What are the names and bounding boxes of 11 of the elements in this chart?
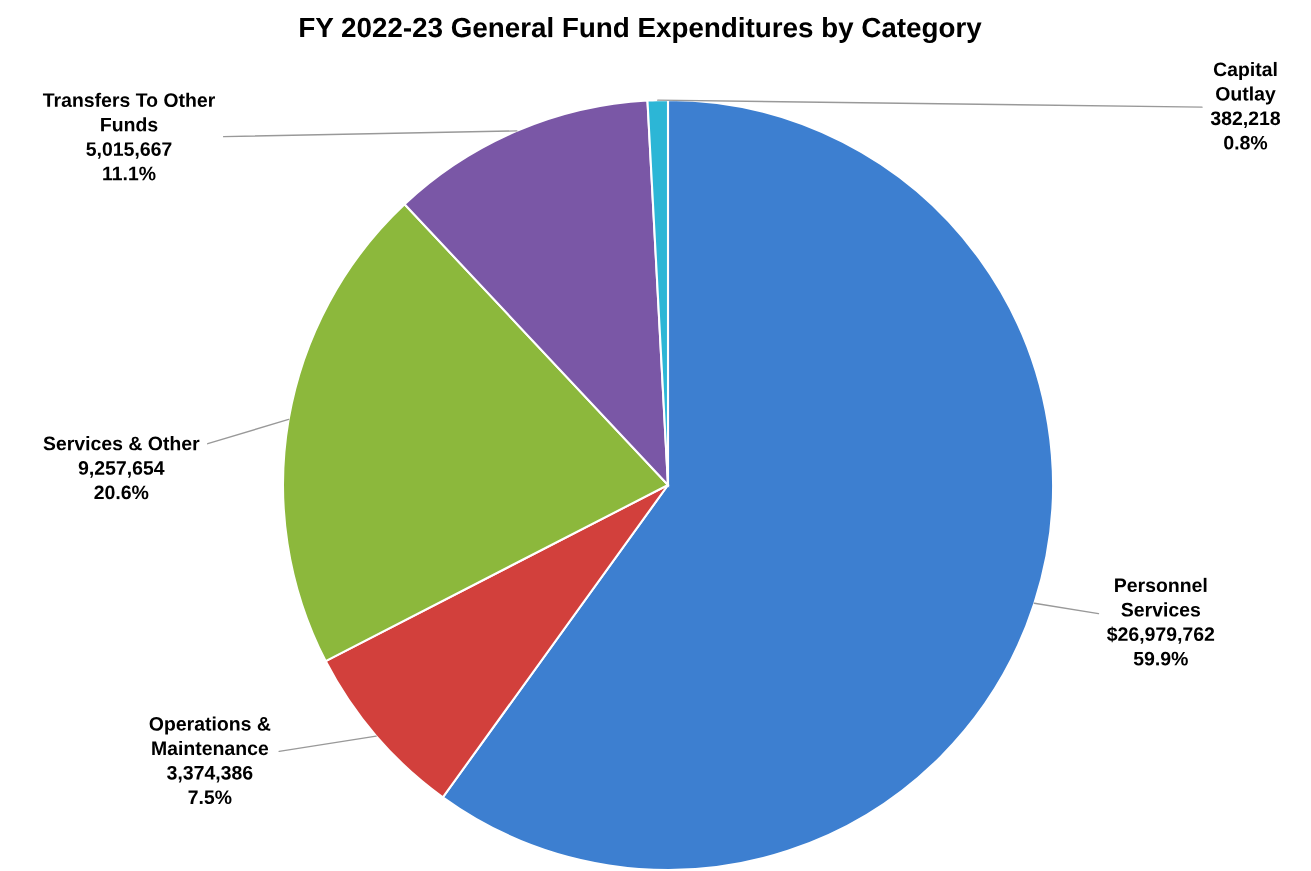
data-label: 9,257,654 20.6% [78, 461, 165, 500]
slice-label: Transfers To Other Funds [42, 92, 215, 132]
slice-label: Operations & Maintenance [149, 716, 271, 756]
data-label: 3,374,386 7.5% [167, 765, 253, 805]
slice-label: Personnel Services [1115, 577, 1207, 617]
data-label: 5,015,667 11.1% [86, 142, 172, 181]
slice-label: Capital Outlay [1213, 61, 1277, 105]
slice-label: Services & Other [43, 436, 200, 451]
data-label: 382,218 0.8% [1210, 111, 1281, 150]
data-label: $26,979,762 59.9% [1107, 626, 1215, 666]
chart-title: FY 2022-23 General Fund Expenditures by Category [300, 16, 982, 44]
